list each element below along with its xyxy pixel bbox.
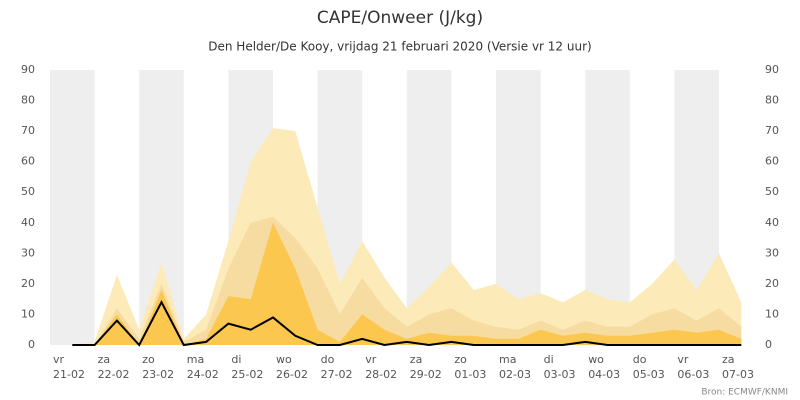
y-tick-label: 30 bbox=[21, 246, 35, 259]
x-tick-day: di bbox=[544, 353, 554, 366]
x-tick-day: zo bbox=[142, 353, 155, 366]
y2-tick-label: 60 bbox=[765, 155, 779, 168]
x-tick-day: do bbox=[321, 353, 335, 366]
y2-tick-label: 20 bbox=[765, 277, 779, 290]
y2-tick-label: 40 bbox=[765, 216, 779, 229]
x-tick-day: za bbox=[410, 353, 423, 366]
x-tick-label: di 25-02 bbox=[231, 353, 263, 381]
x-tick-label: wo 26-02 bbox=[276, 353, 308, 381]
x-tick-day: do bbox=[633, 353, 647, 366]
y2-tick-label: 10 bbox=[765, 307, 779, 320]
x-tick-date: 05-03 bbox=[633, 368, 665, 381]
y-tick-label: 50 bbox=[21, 185, 35, 198]
chart-title: CAPE/Onweer (J/kg) bbox=[317, 8, 483, 28]
x-tick-day: za bbox=[98, 353, 111, 366]
x-tick-day: di bbox=[231, 353, 241, 366]
x-tick-day: vr bbox=[53, 353, 65, 366]
y2-tick-label: 0 bbox=[765, 338, 772, 351]
y2-tick-label: 90 bbox=[765, 63, 779, 76]
y-tick-label: 70 bbox=[21, 124, 35, 137]
x-tick-label: za 22-02 bbox=[98, 353, 130, 381]
x-tick-day: wo bbox=[588, 353, 604, 366]
x-tick-label: do 27-02 bbox=[321, 353, 353, 381]
x-tick-date: 07-03 bbox=[722, 368, 754, 381]
y-tick-label: 40 bbox=[21, 216, 35, 229]
x-tick-day: vr bbox=[365, 353, 377, 366]
x-tick-day: ma bbox=[187, 353, 204, 366]
x-tick-date: 01-03 bbox=[454, 368, 486, 381]
y2-tick-label: 80 bbox=[765, 94, 779, 107]
y-tick-label: 0 bbox=[28, 338, 35, 351]
x-tick-label: zo 23-02 bbox=[142, 353, 174, 381]
median-line bbox=[72, 300, 742, 347]
x-tick-date: 24-02 bbox=[187, 368, 219, 381]
y-tick-label: 90 bbox=[21, 63, 35, 76]
x-tick-date: 26-02 bbox=[276, 368, 308, 381]
y2-tick-label: 70 bbox=[765, 124, 779, 137]
x-tick-label: di 03-03 bbox=[544, 353, 576, 381]
x-tick-label: zo 01-03 bbox=[454, 353, 486, 381]
source: Bron: ECMWF/KNMI bbox=[701, 388, 788, 398]
x-tick-date: 22-02 bbox=[98, 368, 130, 381]
x-tick-label: vr 28-02 bbox=[365, 353, 397, 381]
y-tick-label: 60 bbox=[21, 155, 35, 168]
x-tick-label: za 07-03 bbox=[722, 353, 754, 381]
x-tick-date: 04-03 bbox=[588, 368, 620, 381]
y-tick-label: 20 bbox=[21, 277, 35, 290]
x-tick-date: 25-02 bbox=[231, 368, 263, 381]
x-tick-day: vr bbox=[677, 353, 689, 366]
y-tick-label: 80 bbox=[21, 94, 35, 107]
x-tick-date: 27-02 bbox=[321, 368, 353, 381]
x-tick-label: wo 04-03 bbox=[588, 353, 620, 381]
x-tick-day: za bbox=[722, 353, 735, 366]
x-tick-label: ma 02-03 bbox=[499, 353, 531, 381]
x-tick-date: 29-02 bbox=[410, 368, 442, 381]
y-tick-label: 10 bbox=[21, 307, 35, 320]
x-tick-date: 28-02 bbox=[365, 368, 397, 381]
x-tick-day: ma bbox=[499, 353, 516, 366]
chart-subtitle: Den Helder/De Kooy, vrijdag 21 februari … bbox=[208, 40, 591, 54]
x-tick-label: ma 24-02 bbox=[187, 353, 219, 381]
x-tick-label: vr 06-03 bbox=[677, 353, 709, 381]
y2-tick-label: 30 bbox=[765, 246, 779, 259]
x-tick-date: 23-02 bbox=[142, 368, 174, 381]
x-tick-day: wo bbox=[276, 353, 292, 366]
x-tick-label: vr 21-02 bbox=[53, 353, 85, 381]
x-tick-date: 02-03 bbox=[499, 368, 531, 381]
y2-tick-label: 50 bbox=[765, 185, 779, 198]
area bbox=[72, 222, 742, 345]
x-tick-label: do 05-03 bbox=[633, 353, 665, 381]
x-tick-date: 21-02 bbox=[53, 368, 85, 381]
x-tick-date: 06-03 bbox=[677, 368, 709, 381]
x-tick-label: za 29-02 bbox=[410, 353, 442, 381]
x-tick-date: 03-03 bbox=[544, 368, 576, 381]
x-tick-day: zo bbox=[454, 353, 467, 366]
day-band bbox=[50, 70, 95, 345]
